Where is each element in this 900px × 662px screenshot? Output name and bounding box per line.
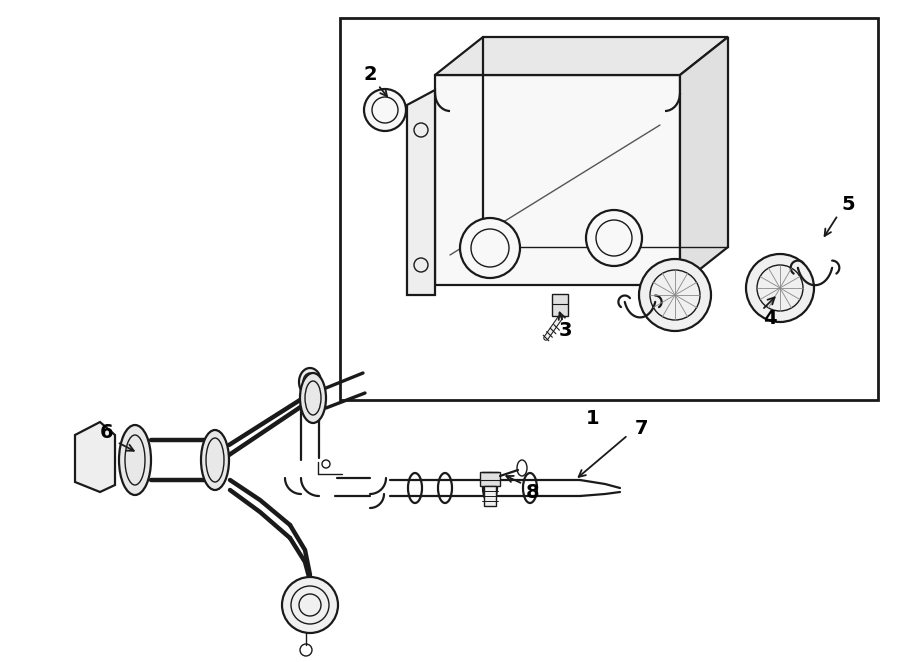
Text: 3: 3 xyxy=(558,320,572,340)
Circle shape xyxy=(282,577,338,633)
Ellipse shape xyxy=(119,425,151,495)
Ellipse shape xyxy=(201,430,229,490)
Polygon shape xyxy=(680,37,728,285)
Bar xyxy=(552,294,568,316)
Bar xyxy=(480,472,500,486)
Polygon shape xyxy=(435,75,680,285)
Text: 6: 6 xyxy=(100,422,113,442)
Bar xyxy=(484,486,496,506)
Circle shape xyxy=(746,254,814,322)
Text: 8: 8 xyxy=(526,483,540,502)
Polygon shape xyxy=(407,90,435,295)
Text: 4: 4 xyxy=(763,308,777,328)
Polygon shape xyxy=(75,422,115,492)
Text: 7: 7 xyxy=(635,418,649,438)
Circle shape xyxy=(586,210,642,266)
Polygon shape xyxy=(435,37,728,75)
Text: 1: 1 xyxy=(586,408,599,428)
Circle shape xyxy=(364,89,406,131)
Ellipse shape xyxy=(299,368,321,396)
Bar xyxy=(340,18,878,400)
Text: 5: 5 xyxy=(842,195,855,214)
Text: 2: 2 xyxy=(364,66,377,85)
Circle shape xyxy=(639,259,711,331)
Circle shape xyxy=(460,218,520,278)
Ellipse shape xyxy=(300,373,326,423)
